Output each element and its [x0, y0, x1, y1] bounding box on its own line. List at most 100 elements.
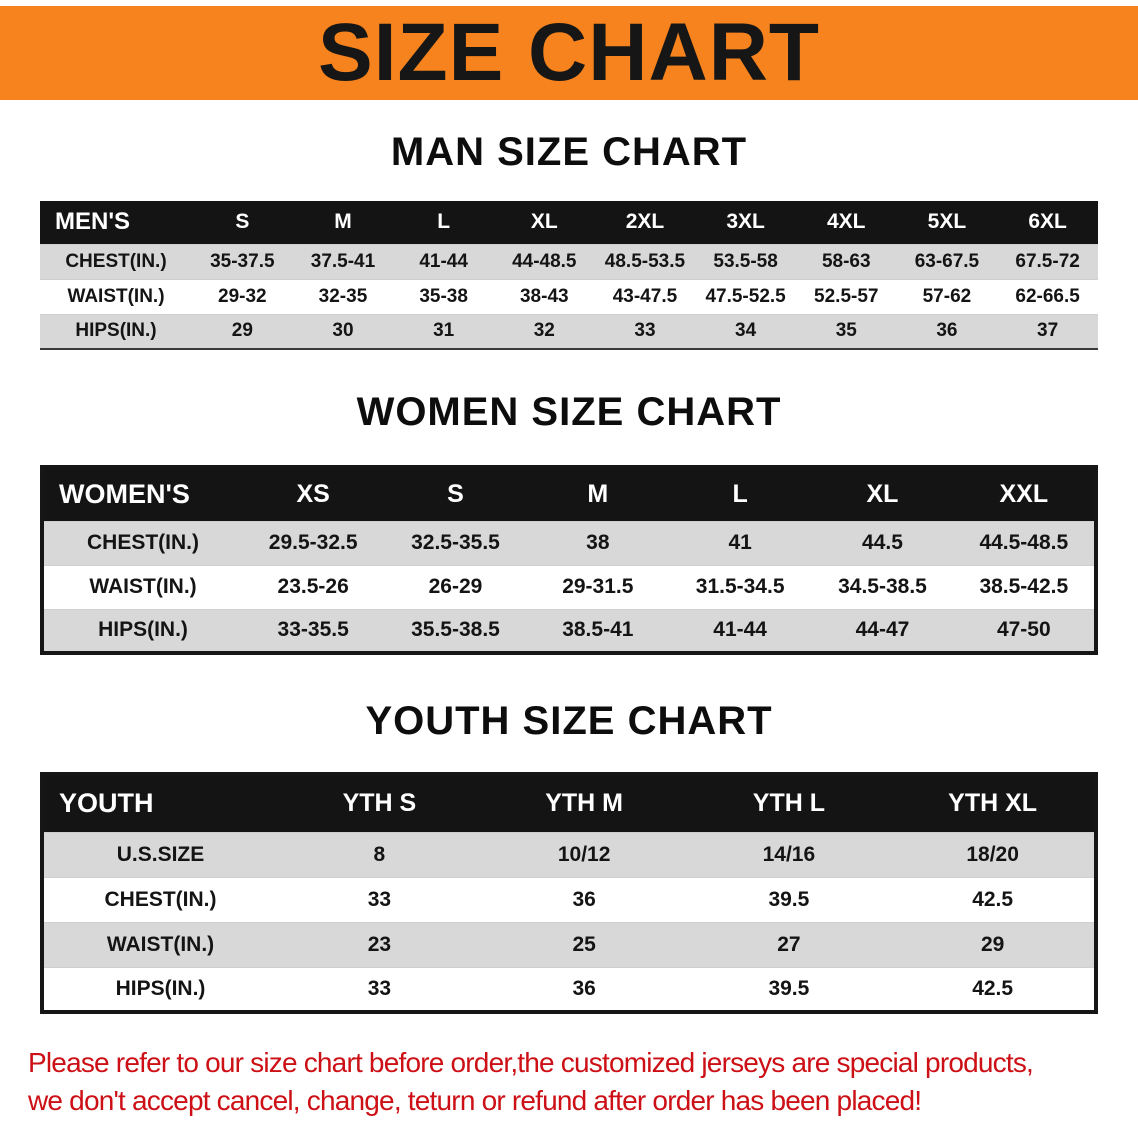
size-value-cell: 29: [231, 320, 253, 342]
size-value-cell: 18/20: [966, 842, 1019, 866]
size-value-cell: 57-62: [922, 285, 972, 307]
size-value-cell: 38-43: [519, 285, 569, 307]
row-label-cell: HIPS(IN.): [98, 618, 188, 642]
size-column-header: 6XL: [997, 201, 1098, 244]
measurement-row: HIPS(IN.) 29 30 31 32 33 34 35 36 37: [40, 314, 1098, 349]
size-column-header: L: [393, 201, 494, 244]
size-column-header: S: [192, 201, 293, 244]
disclaimer: Please refer to our size chart before or…: [0, 1044, 1138, 1120]
size-value-cell: 32: [533, 320, 555, 342]
measurement-row: CHEST(IN.) 29.5-32.5 32.5-35.5 38 41 44.5 44.5…: [42, 521, 1096, 565]
size-value-cell: 44.5: [862, 531, 903, 554]
size-value-cell: 33: [634, 320, 656, 342]
men-section-heading: MAN SIZE CHART: [390, 130, 748, 174]
header-row: MEN'S S M L XL 2XL 3XL 4XL 5XL 6XL: [40, 201, 1098, 244]
size-value-cell: 48.5-53.5: [604, 250, 686, 272]
size-value-cell: 63-67.5: [914, 250, 980, 272]
size-column-header: 2XL: [594, 201, 696, 244]
table-title-cell: WOMEN'S: [42, 467, 242, 521]
size-value-cell: 53.5-58: [713, 250, 778, 272]
size-value-cell: 35.5-38.5: [411, 618, 500, 642]
measurement-row: WAIST(IN.) 29-32 32-35 35-38 38-43 43-47.5 47.…: [40, 279, 1098, 314]
size-value-cell: 29-32: [218, 285, 267, 307]
size-value-cell: 31.5-34.5: [695, 575, 785, 598]
size-column-header: L: [668, 467, 812, 521]
size-value-cell: 38.5-41: [562, 618, 634, 642]
size-value-cell: 52.5-57: [814, 285, 879, 307]
size-value-cell: 39.5: [768, 887, 810, 911]
header-row: YOUTH YTH S YTH M YTH L YTH XL: [42, 774, 1096, 832]
size-value-cell: 10/12: [557, 842, 611, 866]
row-label-cell: U.S.SIZE: [116, 842, 205, 866]
size-value-cell: 34: [735, 320, 757, 342]
size-value-cell: 47-50: [996, 618, 1051, 642]
size-value-cell: 23.5-26: [277, 575, 349, 598]
measurement-row: WAIST(IN.) 23 25 27 29: [42, 922, 1096, 967]
size-column-header: YTH L: [686, 774, 892, 832]
size-column-header: XL: [811, 467, 954, 521]
size-value-cell: 25: [572, 932, 596, 956]
row-label-cell: CHEST(IN.): [87, 531, 199, 554]
size-value-cell: 67.5-72: [1015, 250, 1080, 272]
size-value-cell: 44.5-48.5: [979, 531, 1069, 554]
measurement-row: HIPS(IN.) 33-35.5 35.5-38.5 38.5-41 41-44 44-…: [42, 609, 1096, 653]
size-value-cell: 30: [332, 320, 354, 342]
youth-size-table: YOUTH YTH S YTH M YTH L YTH XL U.S.SIZE 8 10/12…: [40, 772, 1098, 1014]
size-value-cell: 38: [586, 531, 610, 554]
size-column-header: XS: [242, 467, 385, 521]
banner-title: SIZE CHART: [318, 7, 820, 98]
size-value-cell: 41: [728, 531, 752, 554]
size-value-cell: 35: [835, 320, 857, 342]
size-value-cell: 36: [572, 976, 596, 1000]
size-value-cell: 29-31.5: [562, 575, 634, 598]
size-value-cell: 29.5-32.5: [268, 531, 358, 554]
size-value-cell: 62-66.5: [1015, 285, 1080, 307]
row-label-cell: HIPS(IN.): [115, 976, 206, 1000]
row-label-cell: WAIST(IN.): [106, 932, 215, 956]
size-value-cell: 36: [572, 887, 596, 911]
size-value-cell: 35-38: [419, 285, 468, 307]
measurement-row: CHEST(IN.) 35-37.5 37.5-41 41-44 44-48.5 48.5…: [40, 244, 1098, 279]
size-value-cell: 34.5-38.5: [838, 575, 927, 598]
size-column-header: 5XL: [896, 201, 998, 244]
size-value-cell: 42.5: [972, 976, 1014, 1000]
size-value-cell: 44-47: [855, 618, 910, 642]
size-value-cell: 26-29: [428, 575, 483, 598]
size-column-header: 3XL: [695, 201, 796, 244]
size-value-cell: 32.5-35.5: [411, 531, 500, 554]
row-label-cell: CHEST(IN.): [104, 887, 217, 911]
size-column-header: M: [292, 201, 394, 244]
size-column-header: 4XL: [795, 201, 897, 244]
disclaimer-line-2: we don't accept cancel, change, teturn o…: [28, 1084, 922, 1116]
men-size-table: MEN'S S M L XL 2XL 3XL 4XL 5XL 6XL CHEST(IN.) 35-37…: [40, 201, 1098, 350]
size-value-cell: 39.5: [768, 976, 810, 1000]
size-column-header: YTH XL: [891, 774, 1096, 832]
row-label-cell: HIPS(IN.): [75, 320, 157, 342]
measurement-row: WAIST(IN.) 23.5-26 26-29 29-31.5 31.5-34.5 34…: [42, 565, 1096, 609]
size-value-cell: 41-44: [713, 618, 767, 642]
size-value-cell: 31: [433, 320, 455, 342]
row-label-cell: WAIST(IN.): [89, 575, 197, 598]
size-column-header: YTH S: [277, 774, 482, 832]
size-value-cell: 29: [980, 932, 1005, 956]
size-value-cell: 8: [373, 842, 386, 866]
women-section-heading: WOMEN SIZE CHART: [356, 390, 782, 434]
size-value-cell: 58-63: [821, 250, 871, 272]
size-column-header: S: [384, 467, 527, 521]
measurement-row: U.S.SIZE 8 10/12 14/16 18/20: [42, 832, 1096, 877]
size-value-cell: 41-44: [419, 250, 468, 272]
size-value-cell: 37.5-41: [310, 250, 376, 272]
row-label-cell: WAIST(IN.): [67, 285, 165, 307]
size-value-cell: 35-37.5: [210, 250, 275, 272]
size-chart-banner: SIZE CHART: [0, 6, 1138, 100]
size-value-cell: 42.5: [972, 887, 1014, 911]
size-value-cell: 27: [777, 932, 801, 956]
table-title-cell: MEN'S: [40, 201, 192, 244]
table-title-cell: YOUTH: [42, 774, 277, 832]
size-value-cell: 33: [367, 887, 392, 911]
women-size-table: WOMEN'S XS S M L XL XXL CHEST(IN.) 29.5-32.5 32.5…: [40, 465, 1098, 655]
measurement-row: CHEST(IN.) 33 36 39.5 42.5: [42, 877, 1096, 922]
size-column-header: XXL: [953, 467, 1096, 521]
row-label-cell: CHEST(IN.): [65, 250, 167, 272]
size-value-cell: 38.5-42.5: [979, 575, 1069, 598]
